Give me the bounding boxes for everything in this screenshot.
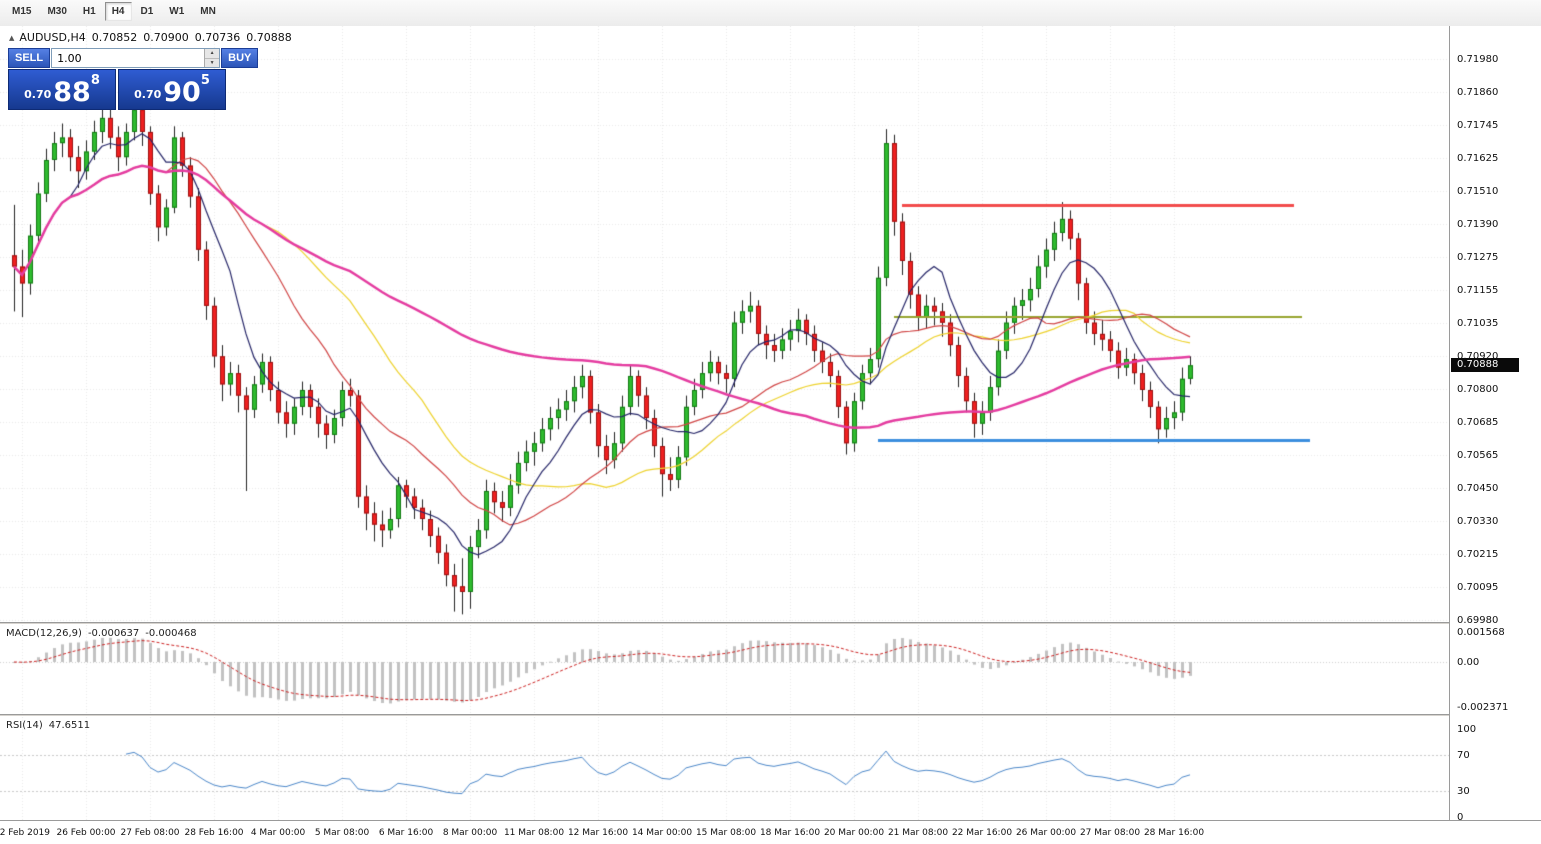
toolbar: M15 M30 H1 H4 D1 W1 MN bbox=[0, 0, 1541, 27]
rsi-panel: RSI(14) 47.6511 bbox=[0, 717, 1449, 820]
rsi-scale-tick: 100 bbox=[1457, 724, 1477, 735]
price-scale[interactable]: 0.70888 0.71980 0.71860 0.71745 0.71625 0.71… bbox=[1449, 26, 1541, 823]
price-tick: 0.71390 bbox=[1457, 219, 1499, 230]
ohlc-high: 0.70900 bbox=[143, 31, 189, 44]
price-tick: 0.71155 bbox=[1457, 285, 1499, 296]
volume-decrease-button[interactable]: ▼ bbox=[205, 58, 220, 67]
buy-price-prefix: 0.70 bbox=[134, 88, 162, 101]
collapse-trade-panel-icon[interactable]: ▲ bbox=[9, 33, 15, 42]
main-chart-canvas[interactable] bbox=[0, 26, 1449, 622]
sell-button[interactable]: SELL bbox=[8, 48, 51, 68]
chart-symbol-label: AUDUSD,H4 bbox=[19, 31, 86, 44]
current-price-tag: 0.70888 bbox=[1451, 358, 1519, 372]
price-tick: 0.70565 bbox=[1457, 450, 1499, 461]
sell-price-pip-digit: 8 bbox=[90, 73, 100, 88]
chart-header: ▲ AUDUSD,H4 0.70852 0.70900 0.70736 0.70… bbox=[9, 31, 292, 44]
macd-value-main: -0.000637 bbox=[87, 628, 140, 639]
macd-scale-tick: -0.002371 bbox=[1457, 702, 1509, 713]
macd-scale-tick: 0.00 bbox=[1457, 657, 1480, 668]
buy-price-pip-digit: 5 bbox=[200, 73, 210, 88]
time-axis-label: 28 Mar 16:00 bbox=[1143, 828, 1205, 838]
rsi-scale-tick: 30 bbox=[1457, 786, 1470, 797]
time-axis-label: 28 Feb 16:00 bbox=[184, 828, 244, 838]
buy-price-big-digits: 90 bbox=[163, 77, 201, 108]
macd-scale-tick: 0.001568 bbox=[1457, 627, 1505, 638]
macd-label: MACD(12,26,9) -0.000637 -0.000468 bbox=[6, 628, 197, 639]
sell-price-big-digits: 88 bbox=[53, 77, 91, 108]
price-tick: 0.70215 bbox=[1457, 549, 1499, 560]
rsi-title: RSI(14) bbox=[6, 720, 43, 731]
rsi-label: RSI(14) 47.6511 bbox=[6, 720, 90, 731]
buy-price-display[interactable]: 0.70 90 5 bbox=[118, 69, 226, 110]
rsi-canvas[interactable] bbox=[0, 717, 1449, 820]
price-tick: 0.70920 bbox=[1457, 351, 1499, 362]
time-axis-label: 26 Mar 00:00 bbox=[1015, 828, 1077, 838]
timeframe-button-mn[interactable]: MN bbox=[200, 6, 216, 17]
volume-increase-button[interactable]: ▲ bbox=[205, 49, 220, 59]
price-tick: 0.71745 bbox=[1457, 120, 1499, 131]
volume-spinner: ▲ ▼ bbox=[204, 49, 220, 67]
timeframe-button-h4[interactable]: H4 bbox=[104, 2, 132, 21]
time-axis-label: 21 Mar 08:00 bbox=[887, 828, 949, 838]
buy-button[interactable]: BUY bbox=[221, 48, 259, 68]
price-tick: 0.71860 bbox=[1457, 87, 1499, 98]
rsi-scale-tick: 70 bbox=[1457, 750, 1470, 761]
time-axis-label: 4 Mar 00:00 bbox=[250, 828, 306, 838]
time-axis-label: 8 Mar 00:00 bbox=[442, 828, 498, 838]
ohlc-close: 0.70888 bbox=[246, 31, 292, 44]
time-axis-label: 22 Mar 16:00 bbox=[951, 828, 1013, 838]
price-tick: 0.70450 bbox=[1457, 483, 1499, 494]
price-tick: 0.70095 bbox=[1457, 582, 1499, 593]
one-click-trade-panel: SELL ▲ ▼ BUY 0.70 88 8 0.70 90 5 bbox=[8, 48, 259, 110]
time-axis-label: 6 Mar 16:00 bbox=[378, 828, 434, 838]
time-axis-label: 15 Mar 08:00 bbox=[695, 828, 757, 838]
ohlc-open: 0.70852 bbox=[91, 31, 138, 44]
volume-input[interactable] bbox=[52, 49, 205, 67]
macd-value-signal: -0.000468 bbox=[145, 628, 197, 639]
ohlc-low: 0.70736 bbox=[194, 31, 241, 44]
time-axis-label: 14 Mar 00:00 bbox=[631, 828, 693, 838]
price-tick: 0.71035 bbox=[1457, 318, 1499, 329]
timeframe-button-d1[interactable]: D1 bbox=[140, 6, 154, 17]
time-axis-label: 27 Feb 08:00 bbox=[120, 828, 180, 838]
price-tick: 0.70330 bbox=[1457, 516, 1499, 527]
time-axis-label: 20 Mar 00:00 bbox=[823, 828, 885, 838]
time-axis-label: 22 Feb 2019 bbox=[0, 828, 51, 838]
panel-splitter[interactable] bbox=[0, 622, 1541, 625]
time-axis[interactable]: 22 Feb 2019 26 Feb 00:00 27 Feb 08:00 28 Fe… bbox=[0, 820, 1541, 844]
price-tick: 0.69980 bbox=[1457, 615, 1499, 626]
price-tick: 0.71625 bbox=[1457, 153, 1499, 164]
timeframe-toolbar: M15 M30 H1 H4 D1 W1 MN bbox=[4, 2, 224, 21]
price-tick: 0.71510 bbox=[1457, 186, 1499, 197]
price-tick: 0.71980 bbox=[1457, 54, 1499, 65]
time-axis-label: 18 Mar 16:00 bbox=[759, 828, 821, 838]
sell-price-display[interactable]: 0.70 88 8 bbox=[8, 69, 116, 110]
macd-panel: MACD(12,26,9) -0.000637 -0.000468 bbox=[0, 625, 1449, 714]
timeframe-button-m30[interactable]: M30 bbox=[47, 6, 67, 17]
time-axis-label: 27 Mar 08:00 bbox=[1079, 828, 1141, 838]
macd-title: MACD(12,26,9) bbox=[6, 628, 82, 639]
panel-splitter[interactable] bbox=[0, 714, 1541, 717]
rsi-scale-tick: 0 bbox=[1457, 812, 1464, 823]
price-tick: 0.70685 bbox=[1457, 417, 1499, 428]
rsi-value: 47.6511 bbox=[48, 720, 91, 731]
price-tick: 0.70800 bbox=[1457, 384, 1499, 395]
time-axis-label: 12 Mar 16:00 bbox=[567, 828, 629, 838]
time-axis-label: 11 Mar 08:00 bbox=[503, 828, 565, 838]
price-tick: 0.71275 bbox=[1457, 252, 1499, 263]
sell-price-prefix: 0.70 bbox=[24, 88, 52, 101]
volume-control: ▲ ▼ bbox=[51, 48, 221, 68]
timeframe-button-m15[interactable]: M15 bbox=[12, 6, 32, 17]
timeframe-button-h1[interactable]: H1 bbox=[82, 6, 96, 17]
time-axis-label: 26 Feb 00:00 bbox=[56, 828, 116, 838]
time-axis-label: 5 Mar 08:00 bbox=[314, 828, 370, 838]
macd-canvas[interactable] bbox=[0, 625, 1449, 714]
main-chart-panel: ▲ AUDUSD,H4 0.70852 0.70900 0.70736 0.70… bbox=[0, 26, 1449, 622]
timeframe-button-w1[interactable]: W1 bbox=[169, 6, 185, 17]
